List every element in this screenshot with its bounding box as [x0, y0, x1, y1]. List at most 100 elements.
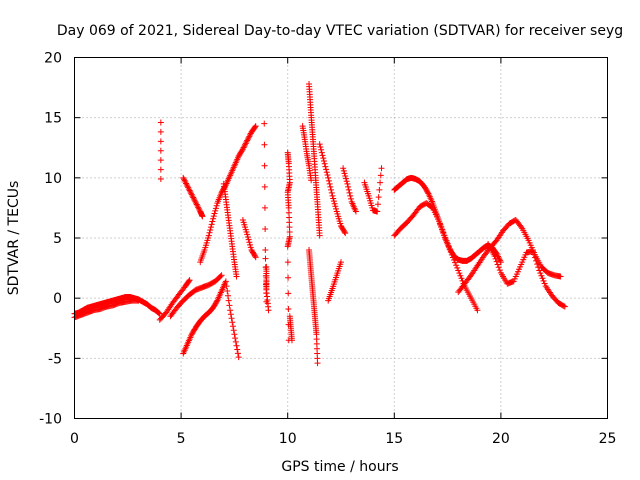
data-point [347, 195, 354, 202]
grid-lines [74, 57, 608, 419]
data-point [261, 204, 268, 211]
data-point [183, 181, 190, 188]
data-point [333, 205, 340, 212]
data-point [224, 287, 231, 294]
data-point [244, 231, 251, 238]
data-point [185, 186, 192, 193]
data-point [323, 169, 330, 176]
data-point [191, 197, 198, 204]
data-point [229, 319, 236, 326]
data-point [322, 163, 329, 170]
data-point [444, 240, 451, 247]
data-point [530, 251, 537, 258]
data-point [330, 195, 337, 202]
data-point [347, 192, 354, 199]
data-point [208, 221, 215, 228]
data-point [494, 252, 501, 259]
data-point [518, 223, 525, 230]
y-tick-label: -10 [39, 412, 62, 428]
data-point [261, 120, 268, 127]
data-point [491, 253, 498, 260]
data-point [318, 146, 325, 153]
data-point [190, 195, 197, 202]
data-point [241, 143, 248, 150]
data-point [374, 201, 381, 208]
data-point [205, 232, 212, 239]
data-point [439, 226, 446, 233]
data-point [308, 177, 315, 184]
data-point [560, 302, 567, 309]
data-point [210, 213, 217, 220]
data-point [452, 259, 459, 266]
data-point [156, 310, 163, 317]
data-point [247, 244, 254, 251]
data-point [194, 202, 201, 209]
data-point [225, 292, 232, 299]
data-point [378, 165, 385, 172]
data-point [341, 228, 348, 235]
data-point [320, 157, 327, 164]
x-tick-label: 0 [70, 431, 79, 447]
data-point [343, 178, 350, 185]
x-axis-label: GPS time / hours [281, 459, 398, 475]
data-point [186, 187, 193, 194]
data-point [242, 141, 249, 148]
data-point [184, 183, 191, 190]
data-point [288, 337, 295, 344]
data-point [181, 177, 188, 184]
data-point [232, 338, 239, 345]
data-point [474, 307, 481, 314]
data-point [497, 257, 504, 264]
data-point [243, 138, 250, 145]
data-point [185, 184, 192, 191]
data-point [195, 204, 202, 211]
x-tick-label: 25 [599, 431, 617, 447]
data-point [493, 258, 500, 265]
data-point [320, 155, 327, 162]
data-point [534, 261, 541, 268]
data-point [233, 273, 240, 280]
data-point [183, 180, 190, 187]
data-point [450, 257, 457, 264]
data-point [316, 141, 323, 148]
data-point [466, 273, 473, 280]
data-point [207, 226, 214, 233]
data-point [211, 210, 218, 217]
data-point [156, 310, 163, 317]
data-point [212, 207, 219, 214]
data-point [217, 273, 224, 280]
y-tick-label: -5 [48, 351, 62, 367]
data-point [182, 179, 189, 186]
data-point [317, 143, 324, 150]
data-point [242, 140, 249, 147]
data-point [325, 174, 332, 181]
data-point [209, 218, 216, 225]
data-point [438, 223, 445, 230]
data-point [239, 147, 246, 154]
data-point [155, 309, 162, 316]
data-point [446, 246, 453, 253]
data-point [157, 166, 164, 173]
data-point [457, 272, 464, 279]
data-point [323, 166, 330, 173]
data-point [318, 149, 325, 156]
data-point [157, 147, 164, 154]
data-point [262, 225, 269, 232]
data-point [375, 194, 382, 201]
data-point [195, 205, 202, 212]
data-point [321, 160, 328, 167]
y-tick-label: 0 [53, 291, 62, 307]
data-point [561, 303, 568, 310]
data-point [157, 176, 164, 183]
data-point [262, 247, 269, 254]
data-point [213, 202, 220, 209]
data-point [190, 194, 197, 201]
data-point [494, 261, 501, 268]
data-point [261, 162, 268, 169]
data-point [342, 230, 349, 237]
y-tick-labels: -10 -5 0 5 10 15 20 [39, 51, 62, 428]
data-point [330, 198, 337, 205]
data-point [532, 254, 539, 261]
data-point [345, 186, 352, 193]
